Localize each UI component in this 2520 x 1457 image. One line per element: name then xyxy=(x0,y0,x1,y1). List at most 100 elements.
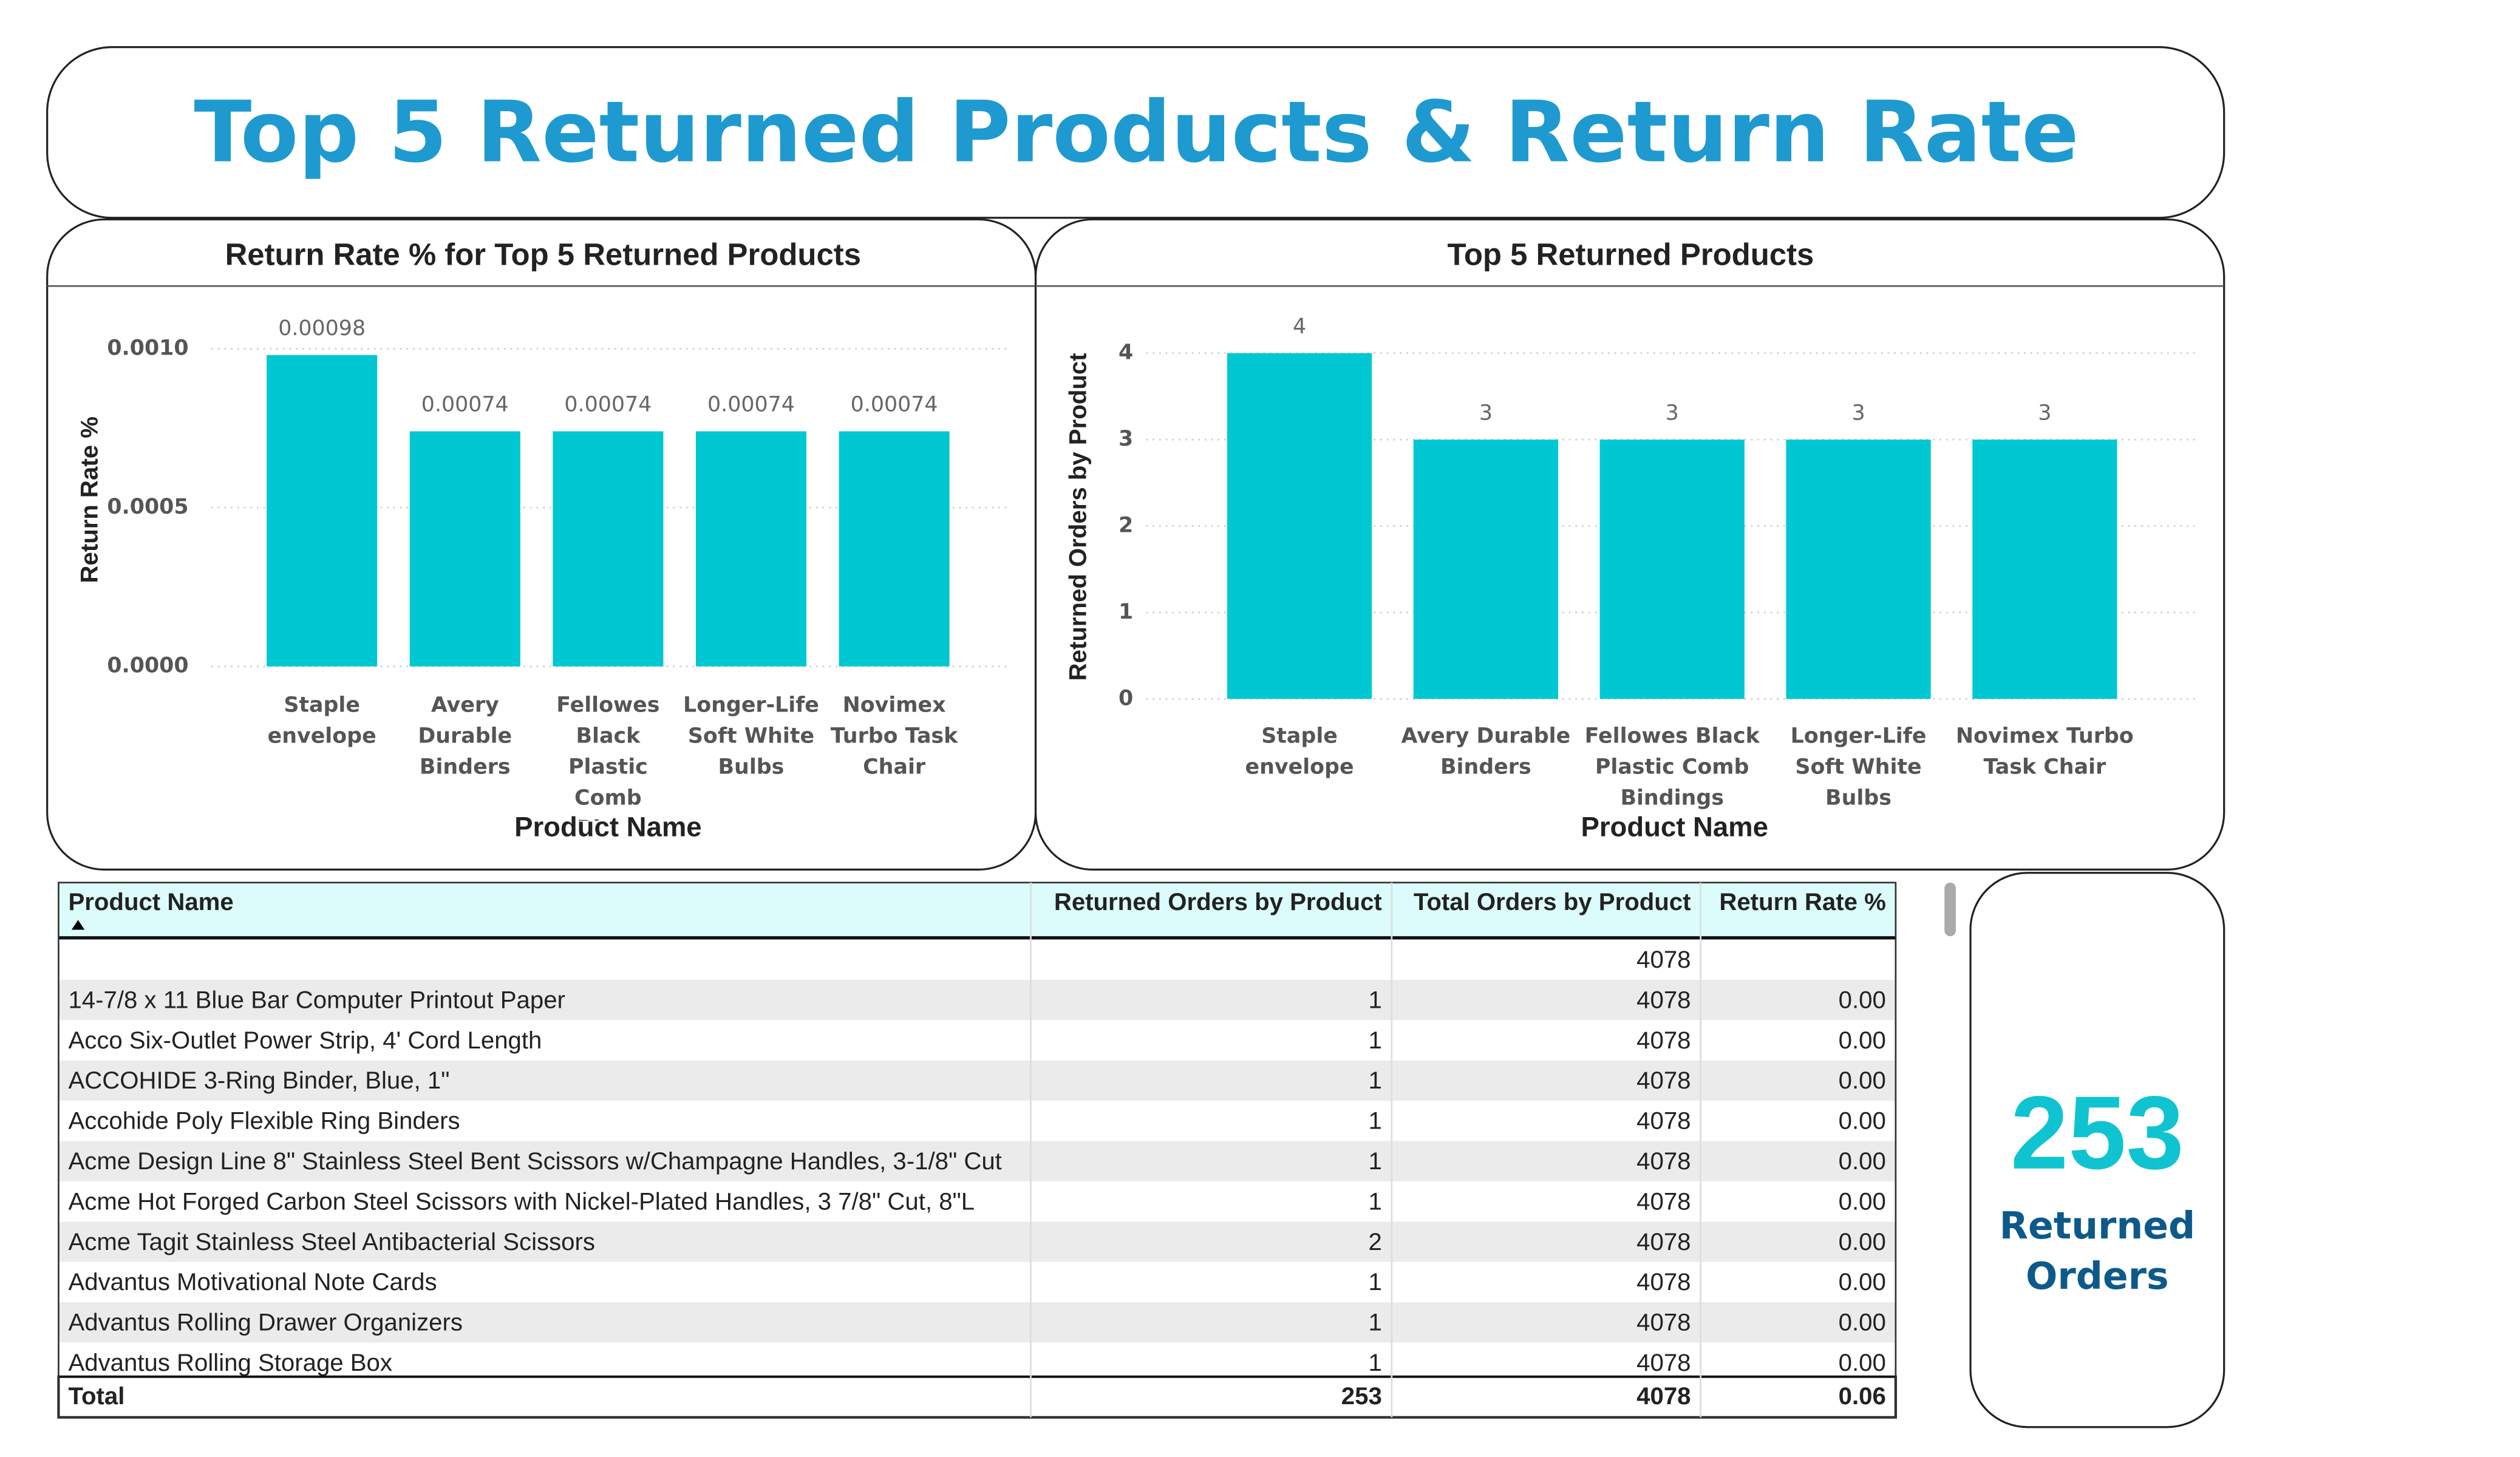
table-cell: Acco Six-Outlet Power Strip, 4' Cord Len… xyxy=(68,1027,542,1054)
table-row xyxy=(58,1221,1896,1262)
x-tick-label-box: Avery Durable Binders xyxy=(1401,725,1570,780)
scrollbar xyxy=(1944,882,1956,937)
y-tick-label: 3 xyxy=(1119,427,1133,451)
table-cell: 1 xyxy=(1368,986,1381,1013)
card-label-box: Returned Orders xyxy=(1999,1206,2196,1299)
table-row xyxy=(58,979,1896,1021)
table-cell: 4078 xyxy=(1636,1268,1691,1296)
table-row xyxy=(58,1302,1896,1343)
bar xyxy=(267,355,378,667)
x-axis-label: Product Name xyxy=(1581,811,1768,842)
x-tick-label-box: Fellowes Black Plastic Comb Bin... xyxy=(556,694,660,821)
y-tick-label: 0.0000 xyxy=(107,654,188,678)
bar xyxy=(839,431,950,667)
value-label: 0.00074 xyxy=(707,393,795,417)
table-cell: 1 xyxy=(1368,1067,1381,1094)
table-cell: 4078 xyxy=(1636,1228,1691,1255)
table-cell: Advantus Rolling Drawer Organizers xyxy=(68,1309,462,1336)
x-tick-label-box: Novimex Turbo Task Chair xyxy=(1955,725,2134,781)
table-cell: 0.00 xyxy=(1839,1067,1886,1094)
x-axis-label: Product Name xyxy=(514,811,701,842)
table-cell: 0.00 xyxy=(1839,1309,1886,1336)
table-row xyxy=(58,1020,1896,1061)
y-tick-label: 0.0005 xyxy=(107,495,188,519)
x-tick-label: Fellowes Black Plastic Comb Bin... xyxy=(556,694,660,821)
y-tick-label: 0.0010 xyxy=(107,336,188,360)
bar xyxy=(553,431,664,667)
x-tick-label: Staple envelope xyxy=(267,694,376,750)
table-total-cell: 4078 xyxy=(1636,1382,1691,1410)
x-tick-label: Fellowes Black Plastic Comb Bindings xyxy=(1584,725,1760,812)
table-cell: 0.00 xyxy=(1839,1187,1886,1215)
sort-arrow xyxy=(71,920,85,930)
y-axis-label: Returned Orders by Product xyxy=(1064,353,1091,681)
table-cell: Advantus Motivational Note Cards xyxy=(68,1268,437,1296)
table-cell: 0.00 xyxy=(1839,1228,1886,1255)
table-header: Return Rate % xyxy=(1719,888,1885,915)
table-cell: 2 xyxy=(1368,1228,1381,1255)
table-cell: 4078 xyxy=(1636,1309,1691,1336)
table-cell: 4078 xyxy=(1636,1187,1691,1215)
table-header-bg xyxy=(58,882,1896,938)
table-cell: 1 xyxy=(1368,1147,1381,1175)
table-cell: 0.00 xyxy=(1839,1027,1886,1054)
table-cell: 4078 xyxy=(1636,1147,1691,1175)
table-header: Total Orders by Product xyxy=(1414,888,1691,915)
bar xyxy=(1227,353,1372,699)
table-cell: 1 xyxy=(1368,1309,1381,1336)
x-tick-label-box: Longer-Life Soft White Bulbs xyxy=(683,694,819,781)
y-axis-label: Return Rate % xyxy=(76,416,103,583)
x-tick-label: Novimex Turbo Task Chair xyxy=(1955,725,2134,781)
y-tick-label: 4 xyxy=(1119,341,1133,365)
table-cell: Acme Design Line 8" Stainless Steel Bent… xyxy=(68,1147,1001,1175)
value-label: 0.00074 xyxy=(421,393,509,417)
table-cell: 4078 xyxy=(1636,1107,1691,1135)
card-value: 253 xyxy=(2011,1075,2184,1191)
table-cell: 4078 xyxy=(1636,1027,1691,1054)
table-cell: Acme Hot Forged Carbon Steel Scissors wi… xyxy=(68,1187,975,1215)
x-tick-label-box: Staple envelope xyxy=(1245,725,1354,781)
value-label: 0.00074 xyxy=(851,393,938,417)
table-cell: Acme Tagit Stainless Steel Antibacterial… xyxy=(68,1228,594,1255)
table-cell: 1 xyxy=(1368,1268,1381,1296)
value-label: 3 xyxy=(1479,401,1493,425)
value-label: 3 xyxy=(1851,401,1865,425)
x-tick-label: Longer-Life Soft White Bulbs xyxy=(1790,725,1927,812)
table-row xyxy=(58,1181,1896,1222)
bar xyxy=(409,431,520,667)
table-row xyxy=(58,1060,1896,1101)
table-cell: 0.00 xyxy=(1839,986,1886,1013)
value-label: 0.00098 xyxy=(278,316,366,341)
chart-title: Return Rate % for Top 5 Returned Product… xyxy=(225,237,861,271)
table-row xyxy=(58,939,1896,980)
y-tick-label: 2 xyxy=(1119,513,1133,537)
table-cell: Advantus Rolling Storage Box xyxy=(68,1349,392,1376)
chart-title: Top 5 Returned Products xyxy=(1448,237,1814,271)
x-tick-label: Novimex Turbo Task Chair xyxy=(830,694,958,781)
value-label: 3 xyxy=(1666,401,1679,425)
x-tick-label: Avery Durable Binders xyxy=(418,694,513,781)
card-box xyxy=(1969,872,2225,1428)
table-total-bg xyxy=(57,1375,1897,1419)
table-header: Product Name xyxy=(68,888,233,915)
bar xyxy=(695,431,807,667)
table-cell: 14-7/8 x 11 Blue Bar Computer Printout P… xyxy=(68,986,565,1013)
x-tick-label: Staple envelope xyxy=(1245,725,1354,781)
value-label: 0.00074 xyxy=(564,393,652,417)
x-tick-label-box: Novimex Turbo Task Chair xyxy=(830,694,958,781)
page-title: Top 5 Returned Products & Return Rate xyxy=(194,83,2079,182)
y-tick-label: 0 xyxy=(1119,686,1133,710)
table-total-cell: Total xyxy=(68,1382,124,1410)
table-cell: 4078 xyxy=(1636,986,1691,1013)
table-cell: 4078 xyxy=(1636,946,1691,973)
table-cell: Accohide Poly Flexible Ring Binders xyxy=(68,1107,460,1135)
card-label: Returned Orders xyxy=(1999,1206,2196,1299)
x-tick-label-box: Longer-Life Soft White Bulbs xyxy=(1790,725,1927,812)
table-row xyxy=(58,1141,1896,1181)
x-tick-label: Longer-Life Soft White Bulbs xyxy=(683,694,819,781)
table-frame xyxy=(58,881,1897,1419)
title-box xyxy=(46,46,2225,219)
table-cell: 1 xyxy=(1368,1187,1381,1215)
